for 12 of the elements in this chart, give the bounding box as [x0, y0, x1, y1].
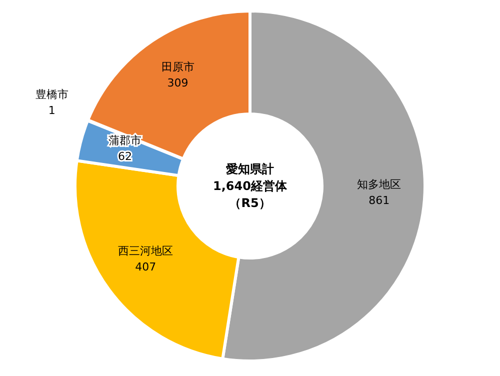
- slice-label: 知多地区: [357, 178, 402, 192]
- slice-label: 田原市: [161, 60, 194, 74]
- data-label: 407: [135, 260, 156, 274]
- text: 1,640経営体: [213, 179, 288, 193]
- data-label: 1: [48, 104, 56, 117]
- text: （R5）: [229, 196, 271, 210]
- data-label: 62: [118, 150, 132, 164]
- data-label: 861: [368, 194, 390, 208]
- text: 愛知県計: [226, 162, 274, 176]
- slice-label: 西三河地区: [118, 244, 174, 258]
- slice-label: 豊橋市: [35, 88, 68, 101]
- data-label: 309: [167, 76, 188, 90]
